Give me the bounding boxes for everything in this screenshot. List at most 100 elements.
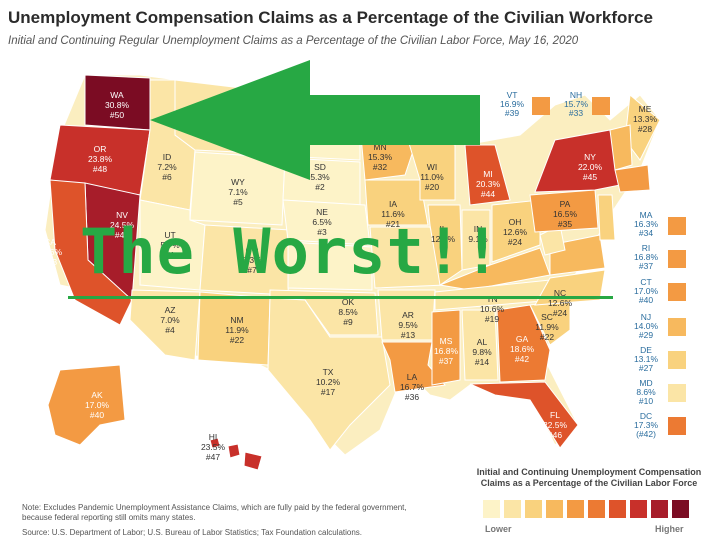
state-label-mi: MI 20.3% #44 bbox=[476, 169, 501, 199]
nh-box bbox=[592, 97, 610, 115]
state-IA bbox=[364, 179, 429, 226]
legend-swatch-2 bbox=[504, 500, 521, 518]
state-label-ca: CA 19.6% #43 bbox=[38, 237, 63, 267]
state-label-hi: HI 23.5% #47 bbox=[201, 432, 226, 462]
state-label-ut: UT 5.7% #1 bbox=[160, 230, 180, 260]
ne-label-ct: CT 17.0% #40 bbox=[634, 277, 659, 305]
ne-label-nh: NH 15.7% #33 bbox=[564, 90, 589, 118]
state-label-tx: TX 10.2% #17 bbox=[316, 367, 341, 397]
state-label-ny: NY 22.0% #45 bbox=[578, 152, 603, 182]
nj-box bbox=[668, 318, 686, 336]
state-PA bbox=[529, 189, 599, 233]
legend-swatches bbox=[483, 500, 689, 518]
state-MI bbox=[464, 144, 511, 206]
state-label-az: AZ 7.0% #4 bbox=[160, 305, 180, 335]
state-label-ar: AR 9.5% #13 bbox=[398, 310, 418, 340]
state-label-la: LA 16.7% #36 bbox=[400, 372, 425, 402]
state-label-nc: NC 12.6% #24 bbox=[548, 288, 573, 318]
legend-title: Initial and Continuing Unemployment Comp… bbox=[474, 467, 704, 489]
state-AK bbox=[47, 364, 126, 446]
ne-label-nj: NJ 14.0% #29 bbox=[634, 312, 659, 340]
state-label-mn: MN 15.3% #32 bbox=[368, 142, 393, 172]
legend-swatch-10 bbox=[672, 500, 689, 518]
ri-box bbox=[668, 250, 686, 268]
ne-label-de: DE 13.1% #27 bbox=[634, 345, 659, 373]
footnote: Note: Excludes Pandemic Unemployment Ass… bbox=[22, 503, 407, 522]
dc-box bbox=[668, 417, 686, 435]
state-label-sd: SD 5.3% #2 bbox=[310, 162, 330, 192]
state-OH bbox=[491, 199, 541, 263]
vt-box bbox=[532, 97, 550, 115]
state-CA bbox=[49, 179, 133, 326]
ne-label-ma: MA 16.3% #34 bbox=[634, 210, 659, 238]
legend-high-label: Higher bbox=[655, 524, 684, 534]
ct-box bbox=[668, 283, 686, 301]
state-MA-CT bbox=[614, 164, 651, 193]
legend-swatch-9 bbox=[651, 500, 668, 518]
map-subtitle: Initial and Continuing Regular Unemploym… bbox=[8, 35, 579, 47]
ne-top-boxes bbox=[532, 97, 610, 115]
state-HI bbox=[209, 437, 263, 471]
state-labels: WA 30.8% #50 OR 23.8% #48 ID 7.2% #6 WY 7.1% #5 NV 24… bbox=[38, 90, 658, 462]
state-label-fl: FL 22.5% #46 bbox=[543, 410, 568, 440]
state-label-ms: MS 16.8% #37 bbox=[434, 336, 459, 366]
state-label-ga: GA 18.6% #42 bbox=[510, 334, 535, 364]
state-label-il: IL 12.7% bbox=[431, 224, 456, 244]
state-label-id: ID 7.2% #6 bbox=[157, 152, 177, 182]
overlay-underline bbox=[68, 296, 613, 299]
state-label-me: ME 13.3% #28 bbox=[633, 104, 658, 134]
legend-swatch-3 bbox=[525, 500, 542, 518]
arrow-left-icon bbox=[150, 60, 480, 180]
legend-title-line2: Claims as a Percentage of the Civilian L… bbox=[480, 478, 698, 488]
legend-title-line1: Initial and Continuing Unemployment Comp… bbox=[476, 467, 702, 477]
state-AL bbox=[461, 309, 499, 381]
state-label-pa: PA 16.5% #35 bbox=[553, 199, 578, 229]
state-label-nm: NM 11.9% #22 bbox=[225, 315, 249, 345]
state-NY bbox=[534, 129, 621, 193]
state-label-tn: TN 10.6% #19 bbox=[480, 294, 505, 324]
state-NE bbox=[282, 199, 371, 246]
ne-label-md: MD 8.6% #10 bbox=[636, 378, 656, 406]
state-TX bbox=[267, 297, 391, 451]
state-NJ-DE-MD bbox=[597, 194, 616, 241]
state-label-sc: SC 11.9% #22 bbox=[535, 312, 559, 342]
legend-swatch-7 bbox=[609, 500, 626, 518]
state-label-or: OR 23.8% #48 bbox=[88, 144, 113, 174]
state-label-ak: AK 17.0% #40 bbox=[85, 390, 110, 420]
state-label-ia: IA 11.6% #21 bbox=[381, 199, 405, 229]
legend-low-label: Lower bbox=[485, 524, 512, 534]
state-ME bbox=[624, 94, 661, 161]
ne-label-dc: DC 17.3% (#42) bbox=[634, 411, 659, 439]
legend-swatch-8 bbox=[630, 500, 647, 518]
md-box bbox=[668, 384, 686, 402]
legend-swatch-6 bbox=[588, 500, 605, 518]
state-IL bbox=[427, 204, 463, 286]
overlay-text: The Worst!! bbox=[80, 215, 502, 288]
state-MS bbox=[431, 309, 461, 386]
ne-side-boxes bbox=[668, 217, 686, 435]
state-label-wy: WY 7.1% #5 bbox=[228, 177, 248, 207]
state-AZ bbox=[129, 289, 201, 361]
ma-box bbox=[668, 217, 686, 235]
state-label-wi: WI 11.0% #20 bbox=[420, 162, 444, 192]
de-box bbox=[668, 351, 686, 369]
state-label-oh: OH 12.6% #24 bbox=[503, 217, 528, 247]
state-KS bbox=[287, 241, 373, 291]
state-label-wa: WA 30.8% #50 bbox=[105, 90, 130, 120]
ne-label-ri: RI 16.8% #37 bbox=[634, 243, 659, 271]
legend-swatch-5 bbox=[567, 500, 584, 518]
state-label-co: CO 8.3% #7 bbox=[242, 245, 262, 275]
legend-swatch-1 bbox=[483, 500, 500, 518]
ne-state-labels: VT 16.9% #39 NH 15.7% #33 MA 16.3% #34 RI 16.8% #37… bbox=[500, 90, 659, 439]
legend-swatch-4 bbox=[546, 500, 563, 518]
source-line: Source: U.S. Department of Labor; U.S. B… bbox=[22, 528, 363, 537]
ne-label-vt: VT 16.9% #39 bbox=[500, 90, 525, 118]
state-VT-NH bbox=[609, 124, 633, 171]
map-title: Unemployment Compensation Claims as a Pe… bbox=[8, 8, 653, 27]
state-label-al: AL 9.8% #14 bbox=[472, 337, 492, 367]
state-label-ne: NE 6.5% #3 bbox=[312, 207, 332, 237]
state-label-ok: OK 8.5% #9 bbox=[338, 297, 358, 327]
state-GA bbox=[496, 304, 551, 383]
state-label-in: IN 9.1% bbox=[468, 224, 488, 244]
